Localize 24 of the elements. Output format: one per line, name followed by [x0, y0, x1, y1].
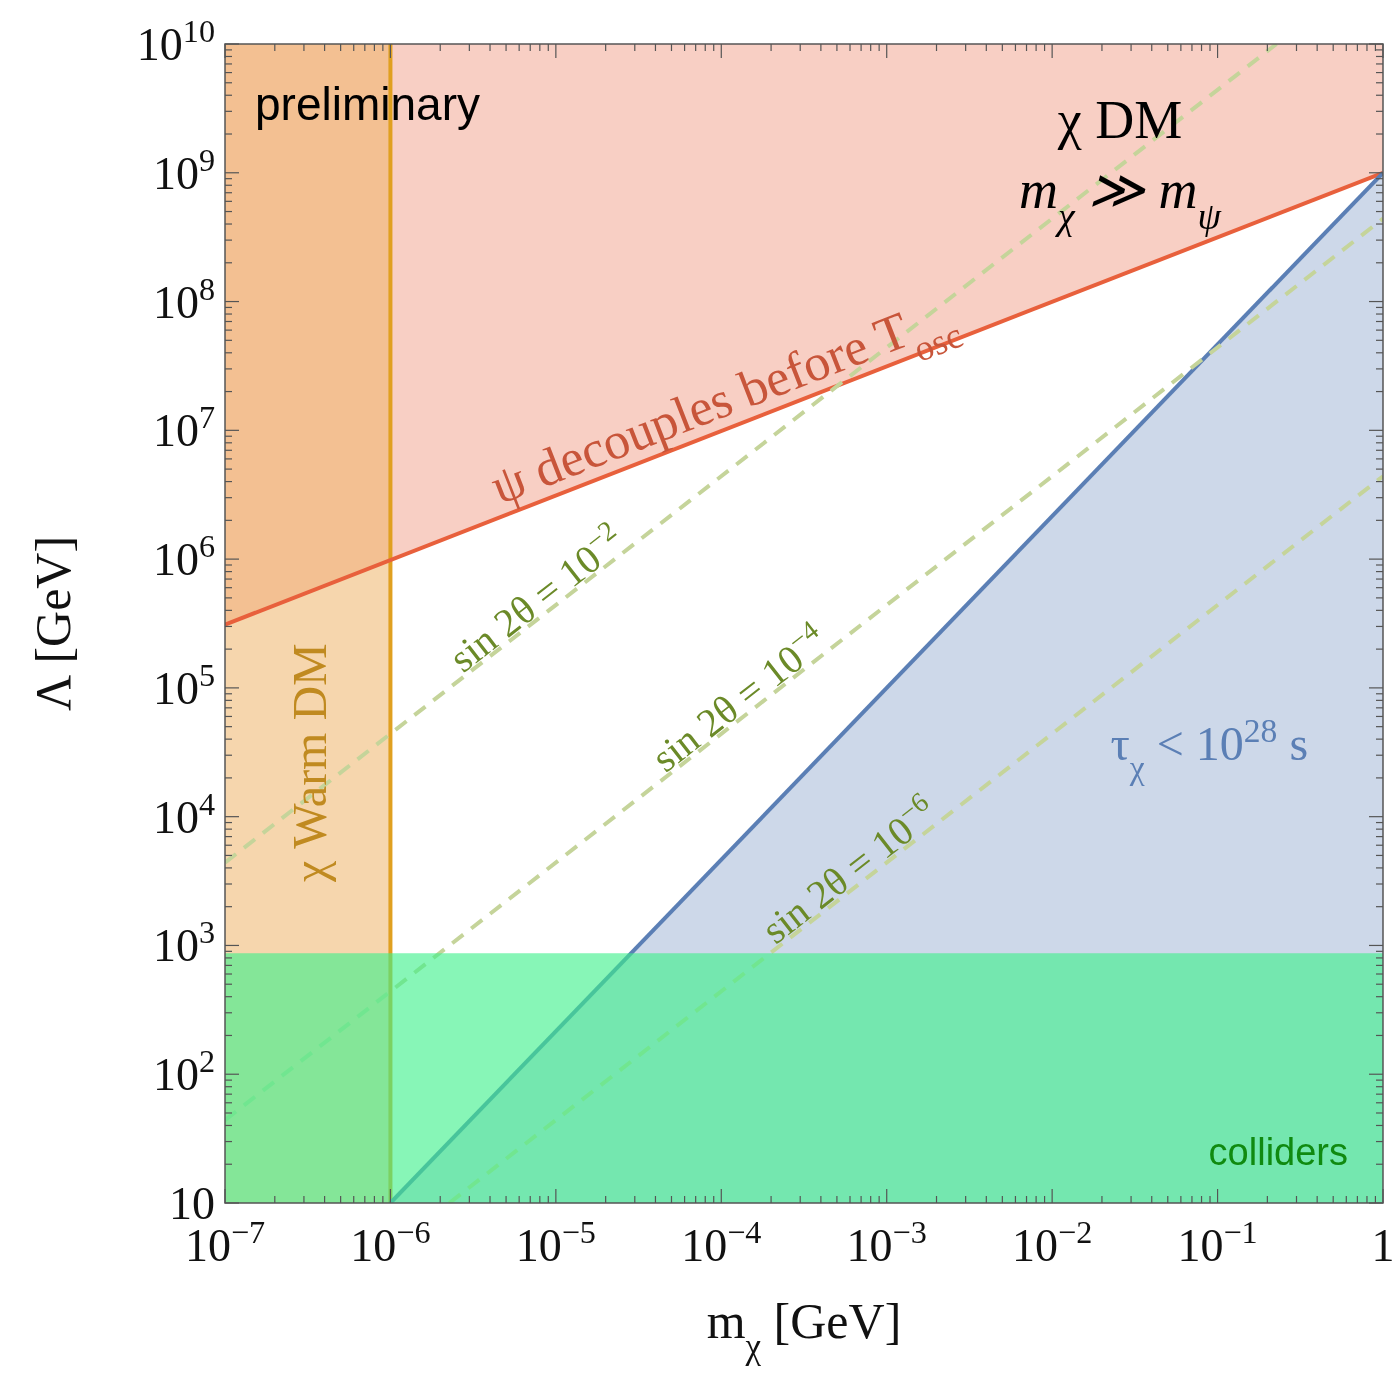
y-tick-label: 10$^{4}$ [152, 785, 215, 843]
x-tick-label: 10$^{−5}$ [515, 1214, 596, 1271]
x-axis-title: m$_{χ}$ [GeV] [706, 1293, 902, 1366]
y-tick-label: 10$^{5}$ [152, 656, 215, 714]
x-tick-label: 10$^{−2}$ [1012, 1214, 1093, 1271]
y-axis-title: Λ [GeV] [25, 535, 81, 712]
x-tick-label: 10$^{−6}$ [350, 1214, 431, 1271]
y-tick-label: 10$^{7}$ [152, 399, 215, 457]
annotation: preliminary [255, 78, 480, 130]
y-tick-label: 10$^{9}$ [152, 141, 215, 199]
y-tick-label: 10$^{10}$ [136, 13, 215, 70]
x-tick-label: 10$^{−1}$ [1177, 1214, 1258, 1271]
y-tick-label: 10$^{6}$ [152, 528, 215, 586]
annotation: m$_{χ}$ ≫ m$_{ψ}$ [1018, 160, 1223, 237]
x-tick-label: 10$^{−4}$ [681, 1214, 762, 1271]
x-tick-label: 10$^{−3}$ [846, 1214, 927, 1271]
y-tick-label: 10$^{2}$ [152, 1043, 215, 1101]
annotation: χ DM [1056, 90, 1183, 150]
y-tick-label: 10$^{3}$ [152, 914, 215, 972]
band-label: χ Warm DM [282, 643, 336, 883]
band-label: colliders [1208, 1131, 1348, 1173]
text: τ$_{χ}$ < 10$^{28}$ s [1110, 711, 1309, 786]
y-tick-label: 10$^{8}$ [152, 270, 215, 328]
x-tick-label: 1 [1371, 1220, 1394, 1271]
